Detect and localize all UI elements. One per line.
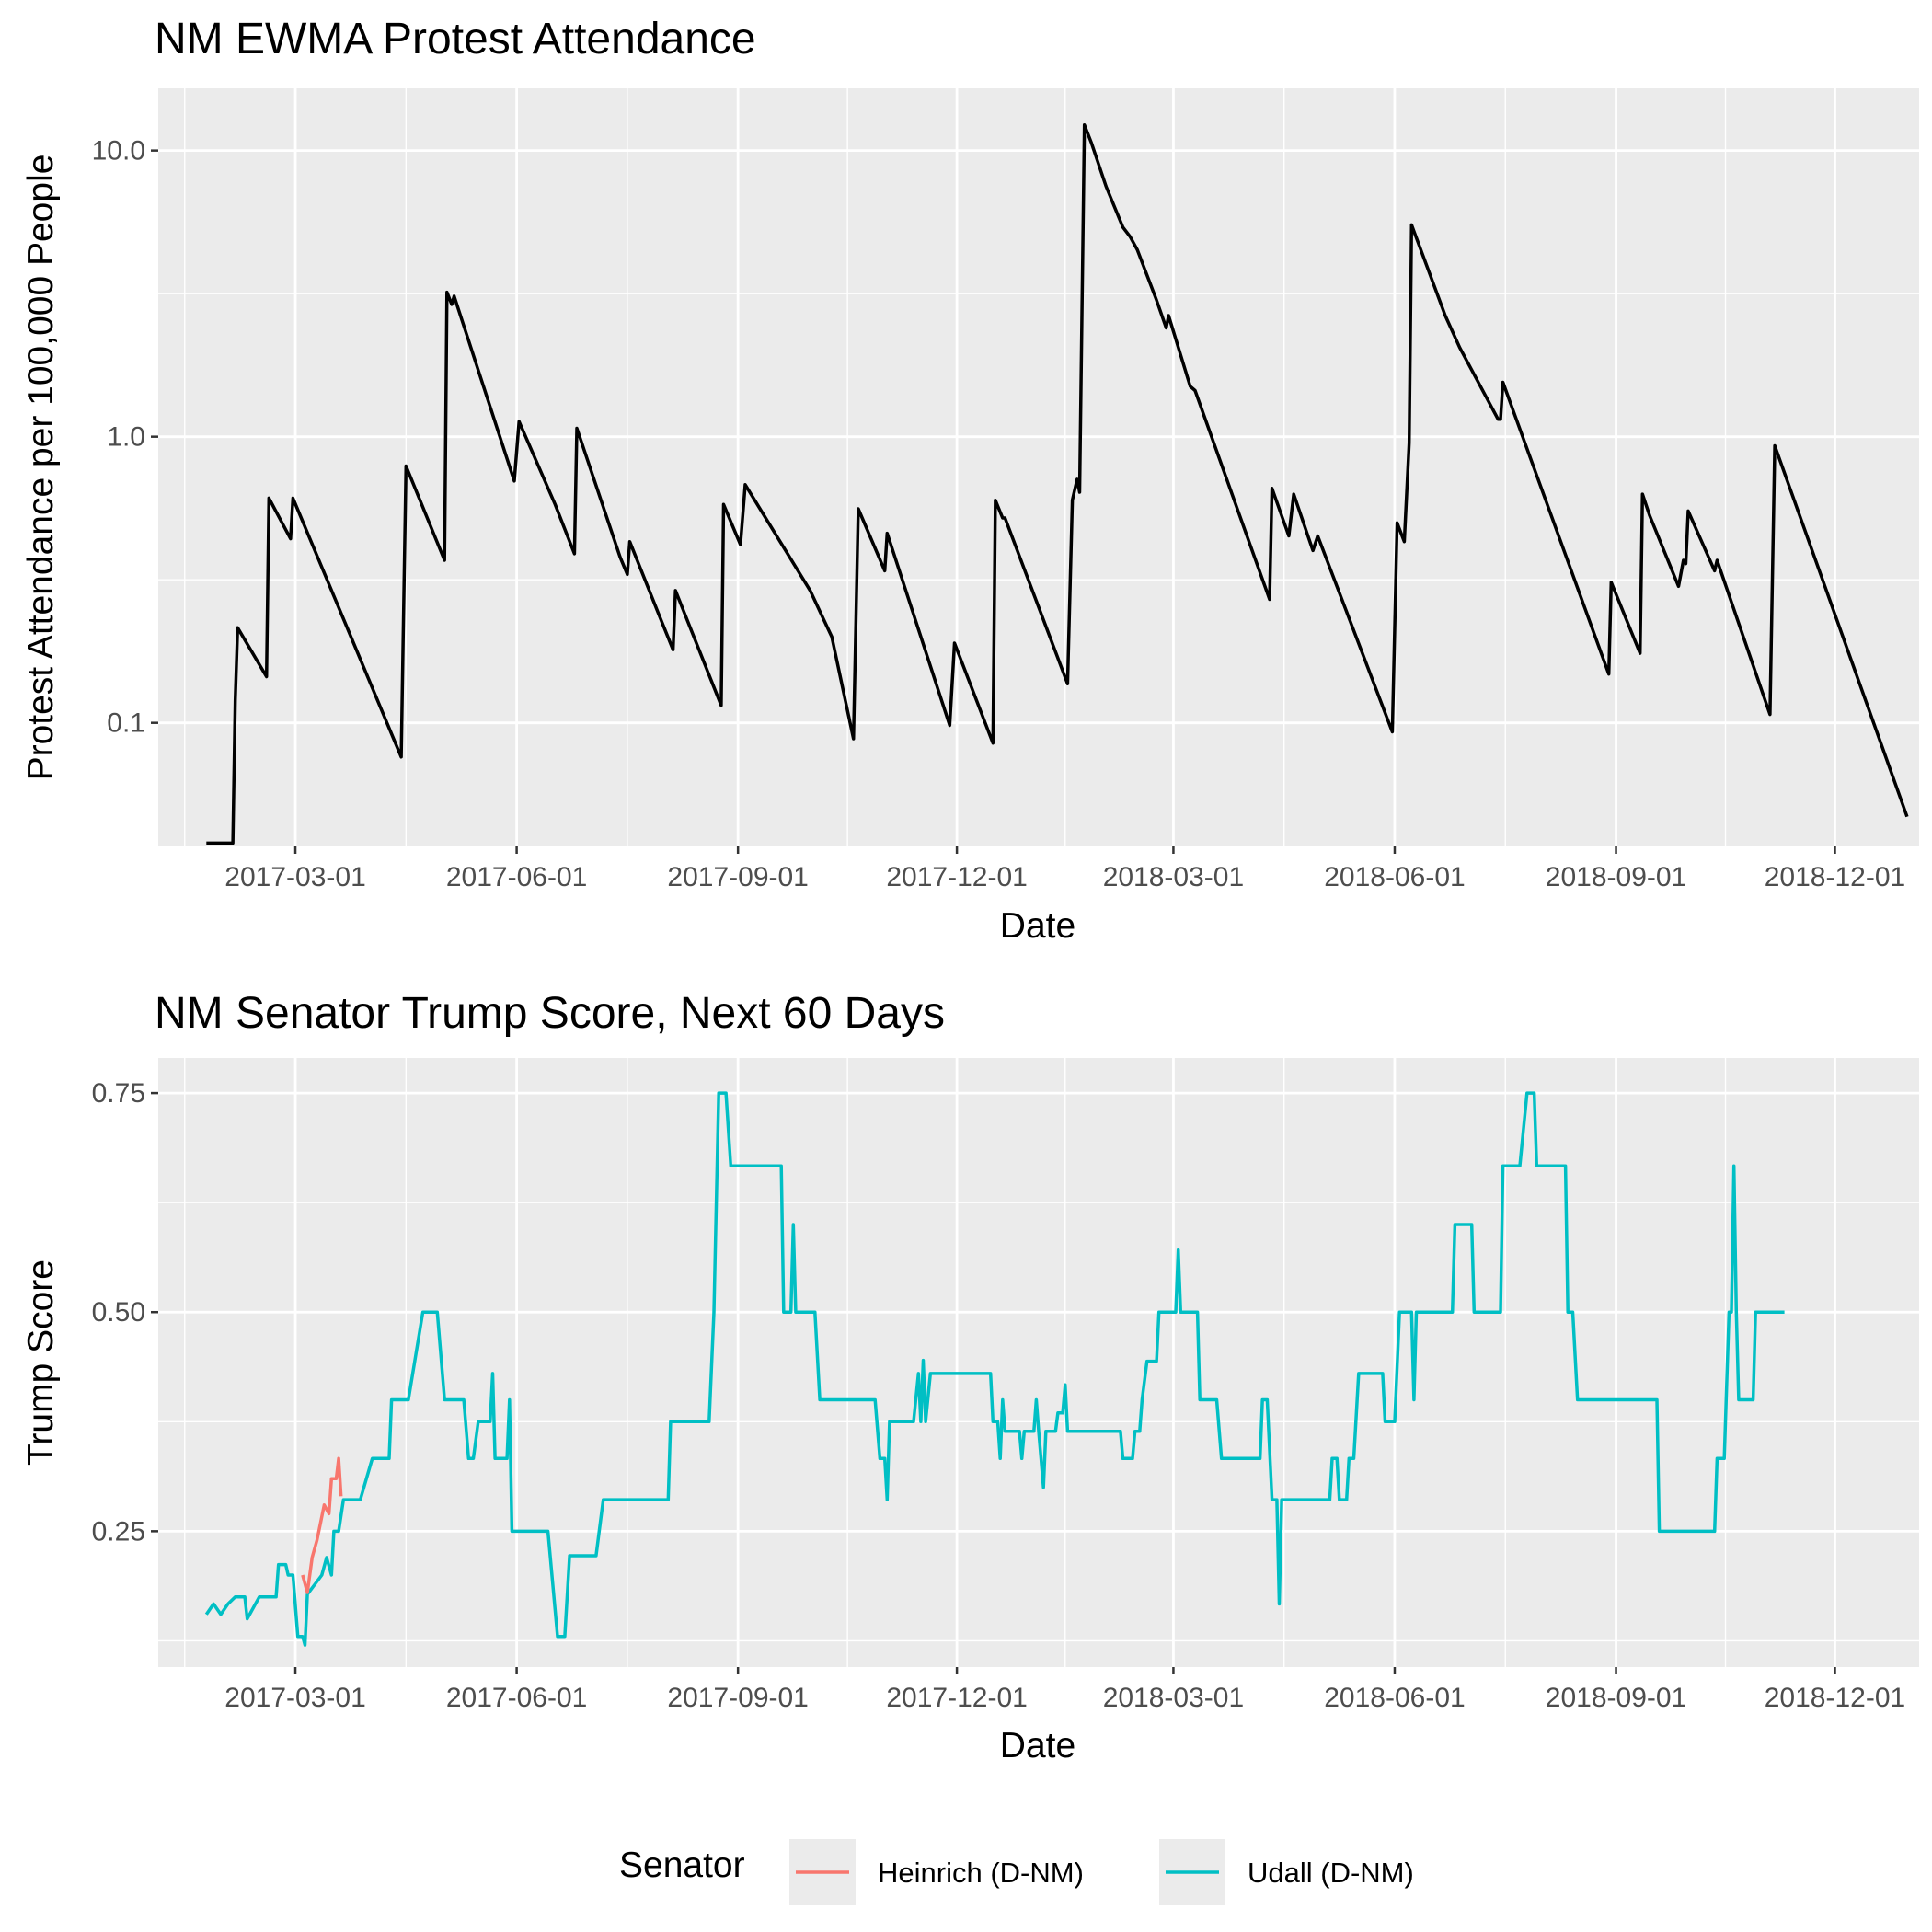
series-lines (204, 1091, 1785, 1647)
series-line-heinrich (301, 1456, 343, 1594)
plot-background (158, 88, 1919, 846)
x-tick-label: 2017-03-01 (224, 862, 365, 892)
gridlines (158, 1058, 1919, 1667)
y-tick-label: 0.50 (92, 1297, 145, 1328)
gridlines (158, 88, 1919, 846)
y-tick-label: 0.1 (107, 708, 145, 739)
x-tick-label: 2018-09-01 (1546, 862, 1686, 892)
x-tick-label: 2017-06-01 (446, 862, 587, 892)
x-tick-label: 2018-09-01 (1546, 1683, 1686, 1713)
y-tick-label: 0.75 (92, 1078, 145, 1109)
trump-score-panel: NM Senator Trump Score, Next 60 Days 0.2… (21, 989, 1919, 1765)
x-tick-label: 2018-06-01 (1324, 1683, 1465, 1713)
legend-label-heinrich: Heinrich (D-NM) (878, 1857, 1084, 1889)
x-tick-label: 2017-09-01 (667, 862, 808, 892)
x-tick-label: 2018-03-01 (1103, 1683, 1244, 1713)
x-tick-label: 2017-12-01 (886, 1683, 1027, 1713)
legend-item-udall: Udall (D-NM) (1159, 1839, 1414, 1905)
x-tick-label: 2017-12-01 (886, 862, 1027, 892)
x-tick-label: 2018-06-01 (1324, 862, 1465, 892)
y-axis-ticks: 0.25 0.50 0.75 (92, 1078, 158, 1547)
x-tick-label: 2017-09-01 (667, 1683, 808, 1713)
plot-background (158, 1058, 1919, 1667)
y-axis-ticks: 0.1 1.0 10.0 (92, 136, 158, 739)
legend-title: Senator (619, 1846, 745, 1885)
x-tick-label: 2018-12-01 (1765, 1683, 1905, 1713)
series-line (206, 122, 1909, 845)
legend-item-heinrich: Heinrich (D-NM) (789, 1839, 1084, 1905)
x-axis-label: Date (1000, 1726, 1075, 1765)
x-axis-ticks: 2017-03-01 2017-06-01 2017-09-01 2017-12-01… (224, 1667, 1905, 1713)
legend: Senator Heinrich (D-NM) Udall (D-NM) (619, 1839, 1414, 1905)
x-tick-label: 2018-12-01 (1765, 862, 1905, 892)
protest-attendance-panel: NM EWMA Protest Attendance 0.1 1.0 10.0 20… (21, 15, 1919, 946)
x-tick-label: 2018-03-01 (1103, 862, 1244, 892)
chart-title: NM Senator Trump Score, Next 60 Days (155, 989, 945, 1038)
x-axis-ticks: 2017-03-01 2017-06-01 2017-09-01 2017-12-01… (224, 846, 1905, 892)
x-tick-label: 2017-03-01 (224, 1683, 365, 1713)
y-tick-label: 0.25 (92, 1516, 145, 1547)
series-lines (206, 122, 1909, 845)
x-tick-label: 2017-06-01 (446, 1683, 587, 1713)
y-tick-label: 10.0 (92, 136, 145, 167)
series-line-udall (204, 1091, 1785, 1647)
x-axis-label: Date (1000, 906, 1075, 946)
legend-label-udall: Udall (D-NM) (1248, 1857, 1414, 1889)
y-axis-label: Trump Score (21, 1259, 61, 1466)
y-axis-label: Protest Attendance per 100,000 People (21, 155, 61, 781)
chart-title: NM EWMA Protest Attendance (155, 15, 756, 63)
y-tick-label: 1.0 (107, 422, 145, 453)
